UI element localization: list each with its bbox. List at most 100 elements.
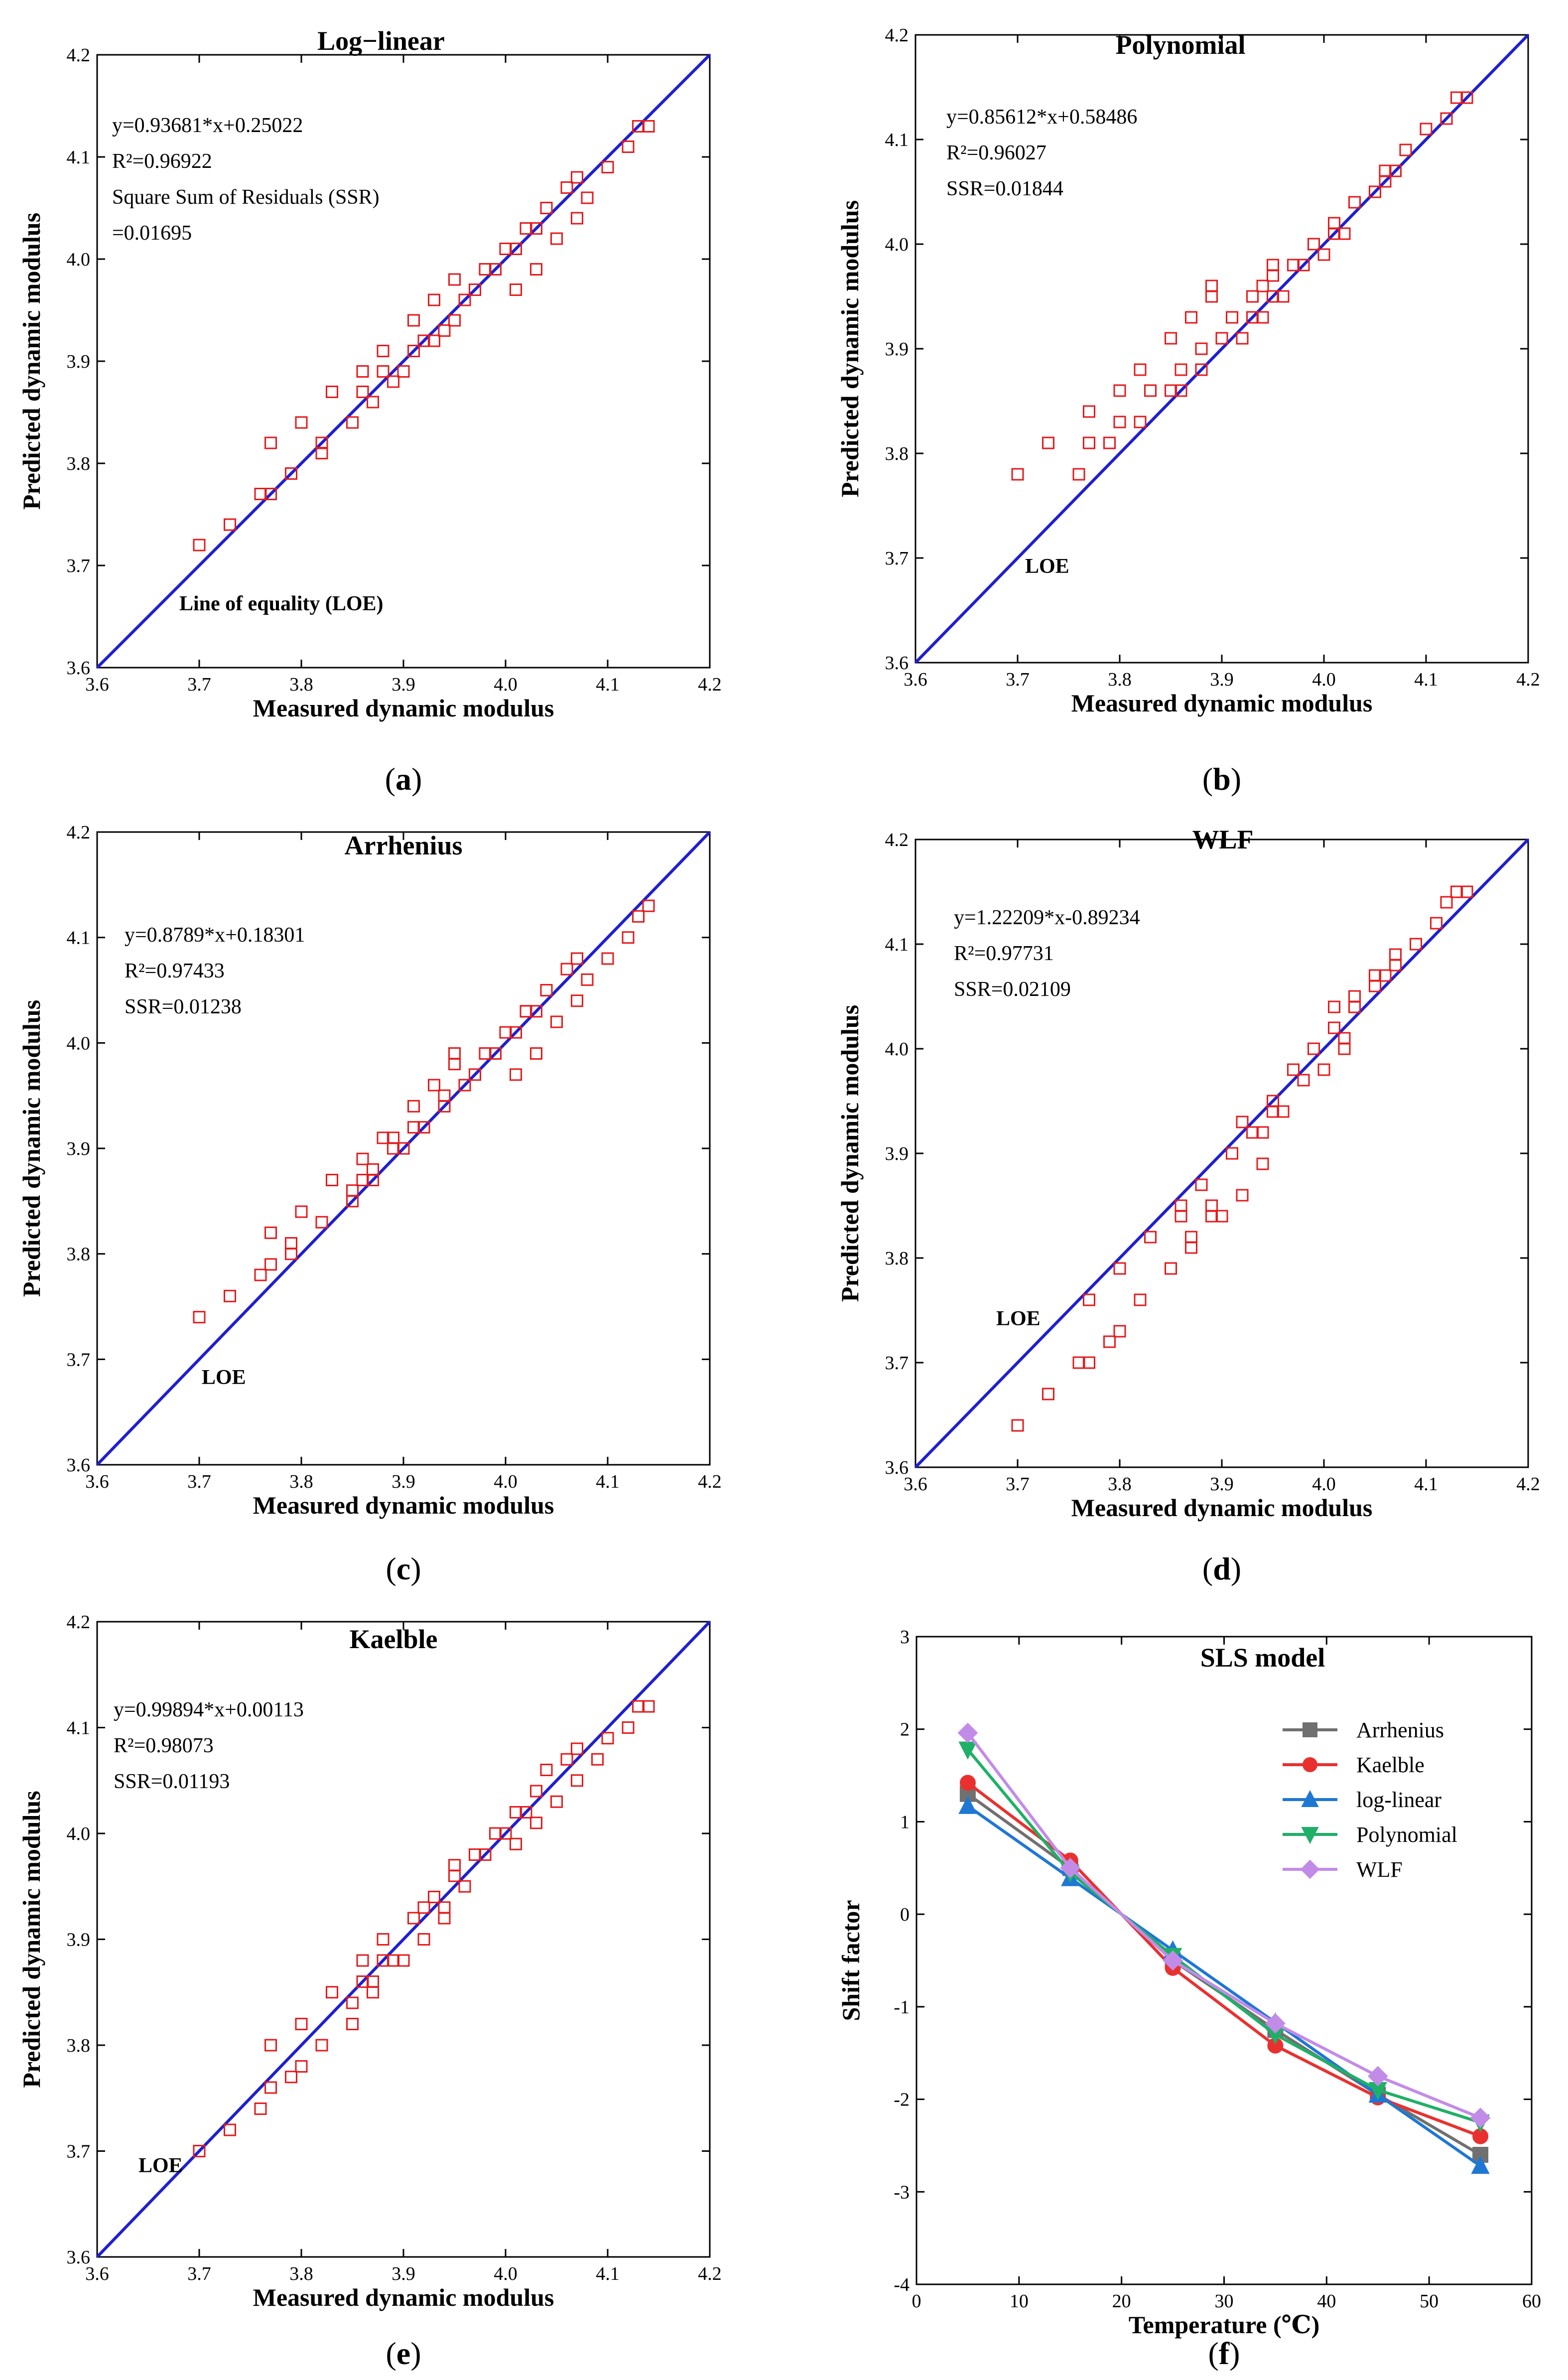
scatter-point xyxy=(1215,332,1228,345)
scatter-point xyxy=(1307,238,1320,251)
y-tick-label: 3.8 xyxy=(67,2035,91,2056)
scatter-point xyxy=(1369,980,1381,992)
x-tick-label: 3.7 xyxy=(187,1471,211,1492)
scatter-point xyxy=(346,416,359,429)
scatter-point xyxy=(377,1933,390,1946)
scatter-point xyxy=(264,436,277,449)
scatter-point xyxy=(510,243,522,255)
fit-annotation-line: y=0.8789*x+0.18301 xyxy=(125,924,305,947)
legend-marker xyxy=(1300,1859,1320,1879)
scatter-point xyxy=(295,1205,308,1218)
x-tick-label: 3.7 xyxy=(187,2263,211,2284)
scatter-point xyxy=(1113,1262,1126,1275)
scatter-point xyxy=(591,1753,604,1766)
y-tick-label: 3.9 xyxy=(67,351,91,372)
scatter-point xyxy=(367,1986,379,1999)
loe-label: LOE xyxy=(996,1307,1041,1330)
y-tick-label: 4.2 xyxy=(67,1612,91,1633)
x-tick-label: 4.0 xyxy=(494,674,518,695)
scatter-point xyxy=(315,447,328,459)
scatter-point xyxy=(224,518,236,531)
scatter-point xyxy=(1450,91,1463,104)
scatter-point xyxy=(1420,123,1433,136)
series-line-polynomial xyxy=(966,1748,1481,2124)
scatter-point xyxy=(417,1121,430,1134)
scatter-point xyxy=(1165,384,1177,397)
scatter-point xyxy=(601,952,614,965)
scatter-point xyxy=(387,1954,399,1967)
scatter-point xyxy=(438,1912,451,1925)
scatter-point xyxy=(1226,1147,1238,1160)
scatter-point xyxy=(397,365,410,378)
scatter-point xyxy=(622,931,635,944)
y-tick-label: 0 xyxy=(900,1904,910,1925)
scatter-point xyxy=(571,212,583,225)
scatter-point xyxy=(315,2039,328,2052)
scatter-point xyxy=(407,1912,420,1925)
scatter-point xyxy=(346,2018,359,2030)
scatter-point xyxy=(520,222,532,235)
scatter-point xyxy=(1113,416,1126,428)
series-point-wlf xyxy=(1163,1950,1183,1971)
scatter-point xyxy=(417,1933,430,1946)
scatter-point xyxy=(601,1732,614,1745)
fit-annotation-line: R²=0.97433 xyxy=(125,960,225,982)
scatter-point xyxy=(407,1121,420,1134)
scatter-point xyxy=(346,416,359,429)
scatter-point xyxy=(632,910,645,923)
y-axis-label: Predicted dynamic modulus xyxy=(836,1005,864,1302)
scatter-point xyxy=(1317,248,1330,261)
scatter-point xyxy=(530,1047,542,1060)
scatter-point xyxy=(1328,1000,1340,1013)
scatter-point xyxy=(1389,164,1402,177)
fit-annotation-line: y=1.22209*x-0.89234 xyxy=(954,906,1140,929)
scatter-point xyxy=(1185,1241,1197,1254)
y-tick-label: 4.2 xyxy=(67,822,91,843)
scatter-point xyxy=(530,222,542,235)
scatter-point xyxy=(560,1753,573,1766)
scatter-point xyxy=(530,1005,542,1018)
x-tick-label: 4.1 xyxy=(1414,669,1438,690)
scatter-point xyxy=(387,1131,399,1144)
x-tick-label: 3.9 xyxy=(392,2263,415,2284)
x-axis-label: Measured dynamic modulus xyxy=(253,1491,554,1519)
y-tick-label: 3.8 xyxy=(885,1248,909,1269)
scatter-point xyxy=(560,181,573,194)
scatter-point xyxy=(1267,1105,1279,1118)
y-tick-label: 4.0 xyxy=(67,1823,91,1844)
x-tick-label: 4.0 xyxy=(1312,1474,1336,1495)
scatter-point xyxy=(540,1764,553,1776)
y-tick-label: 3.7 xyxy=(885,548,909,569)
scatter-point xyxy=(356,386,369,398)
x-tick-label: 10 xyxy=(1010,2291,1029,2312)
y-tick-label: 4.1 xyxy=(885,934,909,955)
scatter-point xyxy=(1338,227,1351,240)
fit-annotation-line: SSR=0.01238 xyxy=(125,995,242,1018)
scatter-point xyxy=(1440,112,1453,125)
x-tick-label: 3.9 xyxy=(392,674,415,695)
scatter-point xyxy=(1430,917,1442,930)
scatter-point xyxy=(285,1248,297,1260)
scatter-point xyxy=(510,1837,522,1850)
y-tick-label: 3.7 xyxy=(885,1353,909,1374)
series-line-wlf xyxy=(966,1732,1481,2119)
scatter-point xyxy=(550,1795,563,1808)
legend-marker xyxy=(1303,1757,1317,1772)
panel-caption: (c) xyxy=(386,1551,421,1586)
x-tick-label: 3.9 xyxy=(1210,669,1234,690)
scatter-point xyxy=(346,1184,359,1197)
panel-e: 3.6 3.7 3.8 3.9 4.0 4.1 4.2 3.6 3.7 3.8 3.9 4.0 4.1 4… xyxy=(17,1612,722,2371)
scatter-point xyxy=(1205,1199,1218,1212)
scatter-point xyxy=(1256,1157,1269,1170)
x-tick-label: 3.8 xyxy=(289,1471,313,1492)
scatter-point xyxy=(550,1015,563,1028)
scatter-point xyxy=(499,243,512,255)
scatter-point xyxy=(1246,1126,1259,1139)
y-tick-label: 3.7 xyxy=(67,1349,91,1370)
x-tick-label: 4.1 xyxy=(596,2263,620,2284)
scatter-point xyxy=(428,334,440,347)
series-point-log-linear xyxy=(1471,2156,1490,2174)
scatter-point xyxy=(520,1806,532,1819)
panel-caption-letter: b xyxy=(1213,761,1231,797)
scatter-point xyxy=(1175,1210,1187,1223)
